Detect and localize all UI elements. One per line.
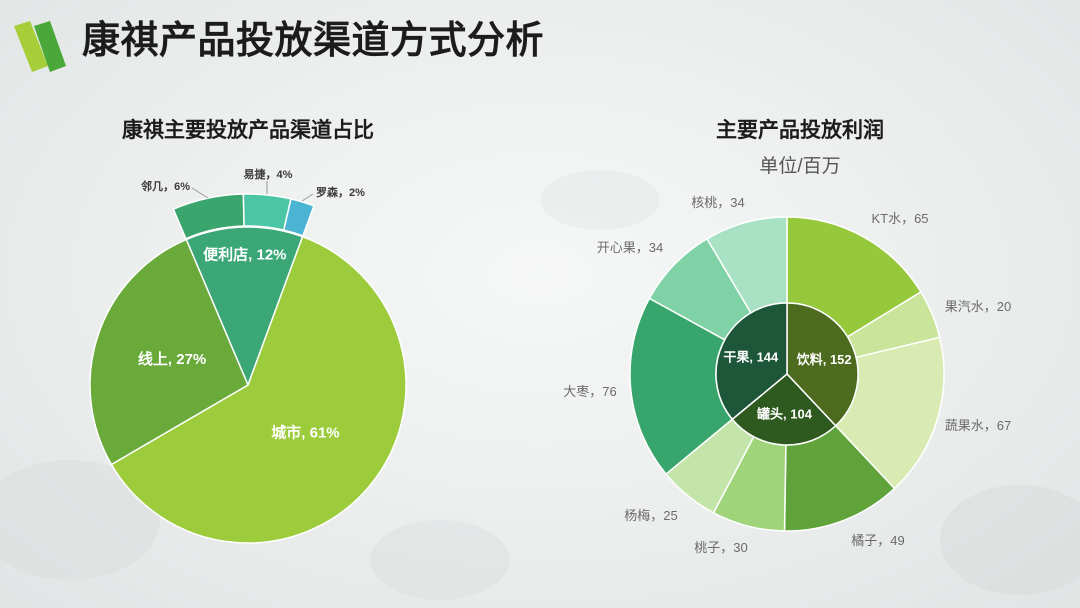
- channel-pie-slice-label: 线上, 27%: [138, 350, 206, 368]
- profit-outer-slice-label: 杨梅，25: [624, 508, 677, 523]
- channel-sub-ring-label: 邻几，6%: [140, 179, 190, 193]
- profit-inner-slice: [786, 302, 859, 427]
- profit-outer-slice-label: 开心果，34: [597, 240, 663, 255]
- profit-outer-slice-label: 大枣，76: [563, 384, 616, 399]
- channel-pie-slice: [89, 238, 249, 466]
- channel-sub-ring-slice: [242, 193, 292, 231]
- slide-title: 康祺产品投放渠道方式分析: [82, 20, 545, 62]
- profit-outer-slice-label: 橘子，49: [851, 533, 904, 548]
- channel-pie-slice-label: 城市, 61%: [271, 424, 339, 442]
- brand-logo-icon: [14, 21, 66, 72]
- profit-inner-slice: [731, 372, 837, 446]
- profit-outer-slice-label: 核桃，34: [691, 195, 744, 210]
- channel-sub-ring-leader-line: [301, 193, 314, 202]
- channel-sub-ring-label: 易捷，4%: [244, 167, 293, 181]
- background-shape: [370, 520, 510, 600]
- channel-pie-slice: [110, 235, 407, 544]
- profit-chart-title: 主要产品投放利润: [716, 119, 884, 142]
- channel-sub-ring-slice: [282, 197, 315, 237]
- profit-inner-slice: [715, 302, 788, 421]
- background-shape: [540, 170, 660, 230]
- profit-outer-slice-label: 果汽水，20: [945, 299, 1011, 314]
- channel-pie-slice: [185, 226, 304, 388]
- profit-inner-slice-label: 干果, 144: [723, 349, 779, 364]
- profit-outer-slice-label: 蔬果水，67: [945, 418, 1011, 433]
- channel-chart-title: 康祺主要投放产品渠道占比: [122, 119, 374, 142]
- profit-outer-slice-label: 桃子，30: [694, 540, 747, 555]
- channel-sub-ring-label: 罗森，2%: [316, 185, 365, 199]
- background-shape: [940, 485, 1080, 595]
- profit-inner-slice-label: 罐头, 104: [756, 406, 813, 421]
- background-shape: [0, 460, 160, 580]
- profit-inner-slice-label: 饮料, 152: [796, 352, 852, 367]
- logo-dark-bar: [34, 21, 66, 72]
- profit-chart-subtitle: 单位/百万: [759, 156, 841, 177]
- channel-pie-slice-label: 便利店, 12%: [203, 246, 286, 264]
- logo-light-bar: [14, 21, 48, 72]
- channel-sub-ring-leader-line: [191, 187, 209, 199]
- profit-outer-slice-label: KT水，65: [871, 211, 928, 226]
